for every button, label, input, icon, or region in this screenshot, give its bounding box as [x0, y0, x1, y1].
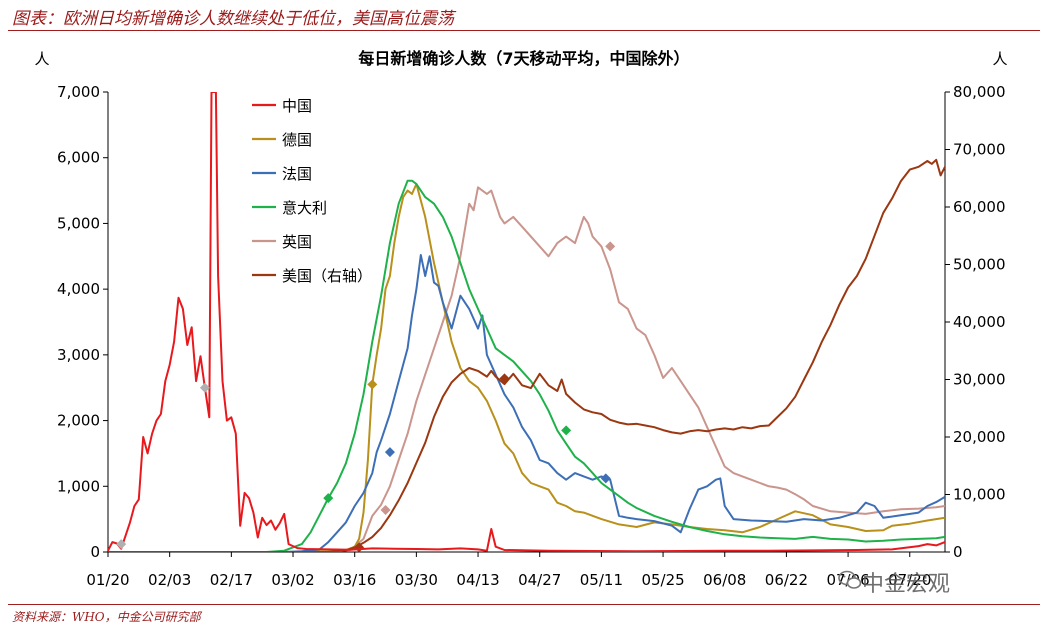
series-marker	[323, 493, 334, 504]
series-marker	[561, 425, 572, 436]
y-tick-label-right: 50,000	[953, 256, 1006, 274]
series-marker	[116, 539, 127, 550]
y-tick-label-left: 6,000	[57, 149, 100, 167]
series-marker	[605, 241, 616, 252]
header-rule	[8, 30, 1040, 31]
y-axis-right-label: 人	[992, 50, 1007, 68]
series-marker	[380, 504, 391, 515]
x-tick-label: 06/08	[703, 571, 746, 589]
legend-label: 德国	[282, 131, 312, 149]
series-marker	[384, 447, 395, 458]
y-tick-label-right: 0	[953, 543, 963, 561]
footer-rule	[8, 604, 1040, 605]
series-marker	[367, 379, 378, 390]
legend-label: 法国	[282, 165, 312, 183]
y-tick-label-right: 40,000	[953, 313, 1006, 331]
y-tick-label-right: 10,000	[953, 486, 1006, 504]
footer-source: 资料来源：WHO，中金公司研究部	[12, 610, 201, 624]
y-tick-label-right: 80,000	[953, 83, 1006, 101]
x-tick-label: 03/30	[395, 571, 438, 589]
y-tick-label-left: 5,000	[57, 214, 100, 232]
series-line	[108, 186, 945, 552]
y-tick-label-right: 30,000	[953, 371, 1006, 389]
legend-label: 意大利	[282, 199, 327, 217]
series-line	[108, 158, 945, 552]
axes: 0 1,000 2,000 3,000 4,000 5,000 6,000 7,000 0 10,…	[57, 83, 1005, 589]
legend-label: 英国	[282, 233, 312, 251]
x-tick-label: 06/22	[765, 571, 808, 589]
series-marker	[600, 473, 611, 484]
y-tick-label-right: 60,000	[953, 198, 1006, 216]
y-tick-label-left: 7,000	[57, 83, 100, 101]
x-tick-label: 02/17	[210, 571, 253, 589]
y-tick-label-left: 3,000	[57, 346, 100, 364]
chart-title: 每日新增确诊人数（7天移动平均，中国除外）	[358, 49, 689, 68]
wechat-icon	[838, 570, 862, 589]
series-line	[108, 92, 945, 552]
watermark-text: 中金宏观	[862, 572, 951, 597]
series-line	[108, 183, 945, 552]
y-axis-left-label: 人	[34, 50, 49, 68]
x-tick-label: 04/27	[518, 571, 561, 589]
y-tick-label-left: 2,000	[57, 412, 100, 430]
header-title: 图表：欧洲日均新增确诊人数继续处于低位，美国高位震荡	[12, 9, 454, 29]
x-tick-label: 01/20	[86, 571, 129, 589]
legend-label: 美国（右轴）	[282, 267, 372, 285]
x-tick-label: 05/25	[641, 571, 684, 589]
header: 图表：欧洲日均新增确诊人数继续处于低位，美国高位震荡	[0, 0, 1048, 31]
legend-label: 中国	[282, 97, 312, 115]
y-tick-label-right: 20,000	[953, 428, 1006, 446]
x-tick-label: 03/02	[271, 571, 314, 589]
y-tick-label-right: 70,000	[953, 141, 1006, 159]
y-tick-label-left: 4,000	[57, 280, 100, 298]
series-line	[108, 254, 945, 552]
x-tick-label: 04/13	[456, 571, 499, 589]
y-tick-label-left: 1,000	[57, 477, 100, 495]
x-tick-label: 05/11	[580, 571, 623, 589]
x-tick-label: 02/03	[148, 571, 191, 589]
series-marker	[499, 373, 510, 384]
series-marker	[199, 382, 210, 393]
series-layer	[108, 92, 945, 553]
x-tick-label: 07/20	[888, 571, 931, 589]
y-tick-label-left: 0	[90, 543, 100, 561]
x-tick-label: 03/16	[333, 571, 376, 589]
series-line	[108, 179, 945, 552]
